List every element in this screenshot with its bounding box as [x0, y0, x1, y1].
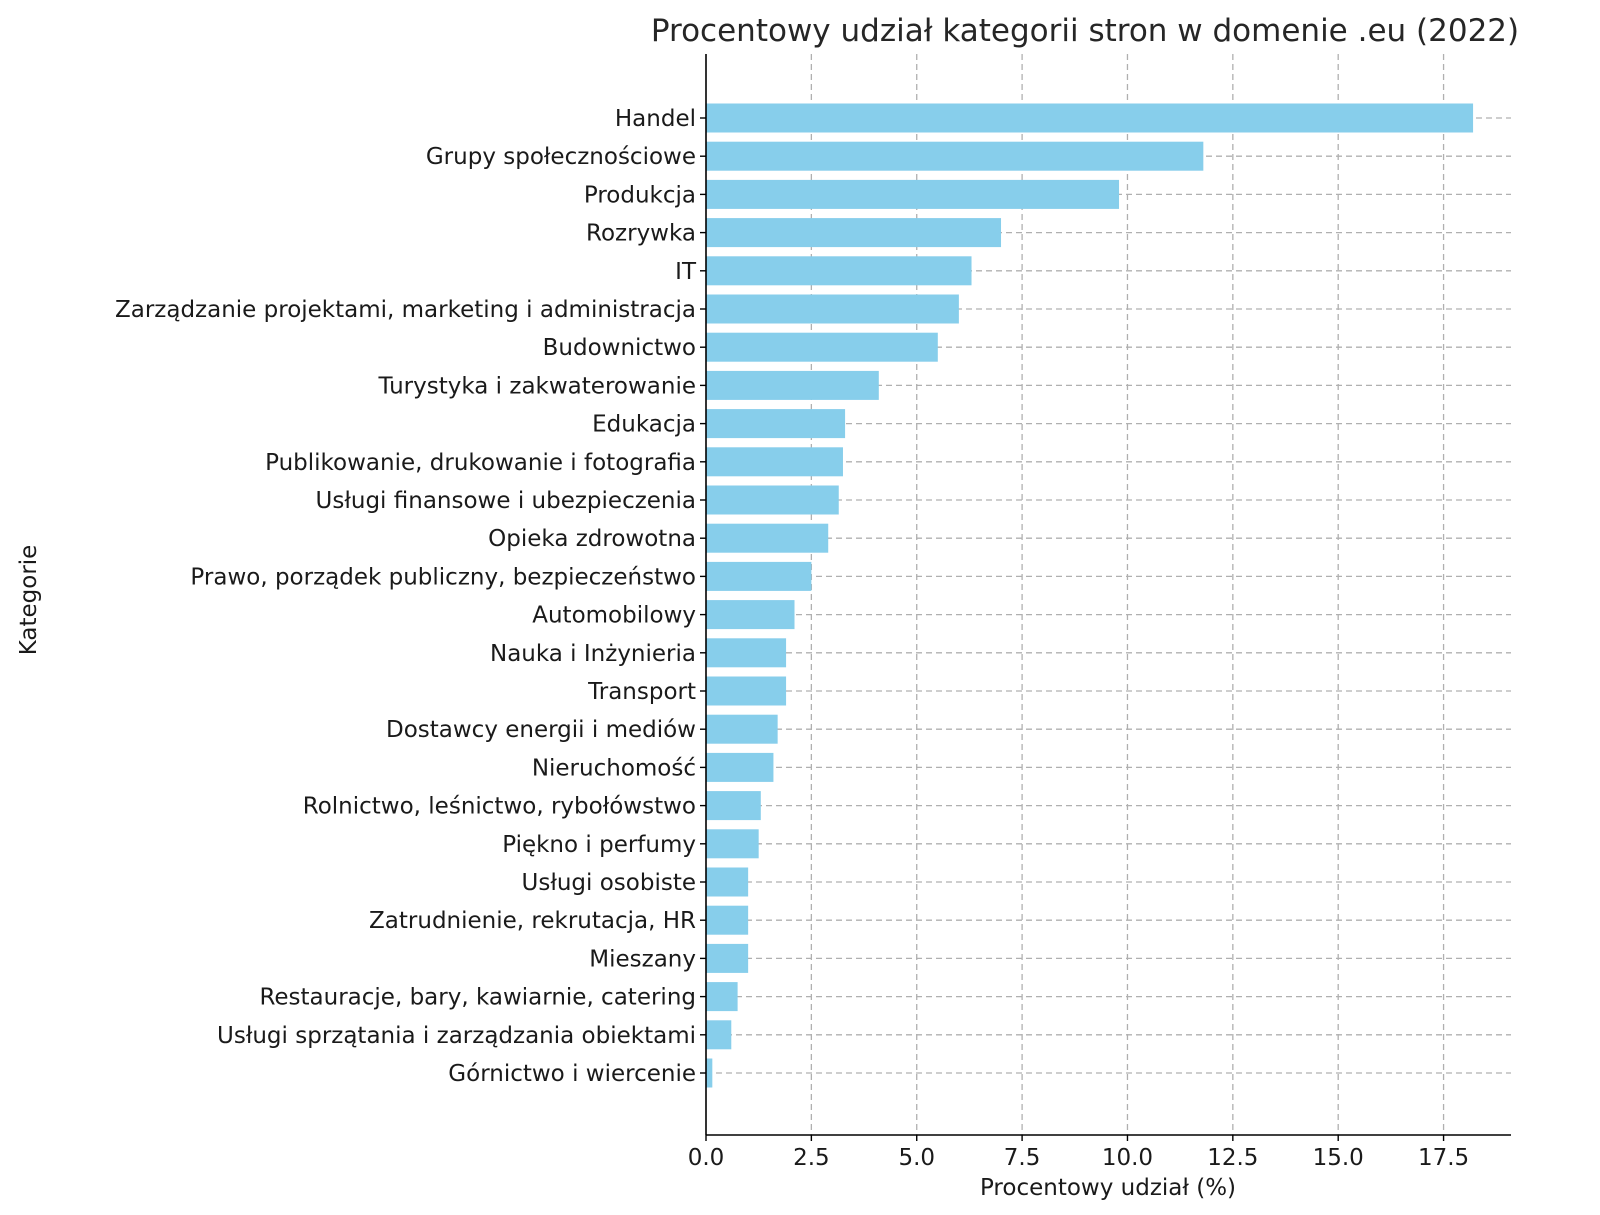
bar [706, 829, 759, 859]
bar [706, 103, 1474, 133]
category-label: Usługi finansowe i ubezpieczenia [316, 488, 696, 514]
category-label: Turystyka i zakwaterowanie [378, 373, 696, 399]
category-label: Rozrywka [586, 221, 696, 247]
category-label: Transport [587, 679, 696, 705]
bar [706, 752, 774, 782]
y-axis-title: Kategorie [16, 545, 42, 656]
x-tick-labels: 0.0 2.5 5.0 7.5 10.0 12.5 15.0 17.5 [688, 1135, 1469, 1171]
bar [706, 867, 749, 897]
x-tick-label: 17.5 [1418, 1145, 1469, 1171]
grid-lines [706, 54, 1511, 1135]
category-label: Usługi osobiste [522, 870, 697, 896]
category-label: Rolnictwo, leśnictwo, rybołówstwo [303, 794, 696, 820]
bar [706, 332, 938, 362]
bar [706, 409, 846, 439]
category-label: Opieka zdrowotna [488, 526, 696, 552]
bar [706, 218, 1002, 248]
bar [706, 561, 812, 591]
category-label: Nauka i Inżynieria [490, 641, 696, 667]
category-label: Budownictwo [543, 335, 696, 361]
category-label: Usługi sprzątania i zarządzania obiektam… [217, 1023, 696, 1049]
x-tick-label: 15.0 [1313, 1145, 1364, 1171]
bar [706, 256, 972, 286]
bar [706, 600, 795, 630]
bars [706, 103, 1474, 1088]
bar [706, 676, 787, 706]
category-label: Nieruchomość [532, 755, 696, 781]
category-label: Górnictwo i wiercenie [448, 1061, 696, 1087]
category-label: Piękno i perfumy [502, 832, 696, 858]
category-label: Edukacja [592, 412, 696, 438]
category-labels: Handel Grupy społecznościowe Produkcja Rozr… [115, 106, 706, 1087]
bar [706, 447, 843, 477]
bar [706, 179, 1120, 209]
category-label: Automobilowy [532, 603, 696, 629]
bar [706, 943, 749, 973]
bar [706, 485, 839, 515]
category-label: Publikowanie, drukowanie i fotografia [265, 450, 696, 476]
bar [706, 1058, 713, 1088]
category-label: Restauracje, bary, kawiarnie, catering [259, 985, 696, 1011]
bar [706, 294, 959, 324]
bar [706, 791, 761, 821]
category-label: Zatrudnienie, rekrutacja, HR [369, 908, 696, 934]
x-axis-title: Procentowy udział (%) [980, 1175, 1236, 1201]
category-label: Handel [615, 106, 696, 132]
category-label: IT [675, 259, 697, 285]
bar [706, 905, 749, 935]
category-label: Zarządzanie projektami, marketing i admi… [115, 297, 696, 323]
category-label: Mieszany [589, 946, 696, 972]
bar [706, 370, 879, 400]
x-tick-label: 0.0 [688, 1145, 725, 1171]
bar [706, 714, 778, 744]
category-label: Dostawcy energii i mediów [386, 717, 696, 743]
bar [706, 141, 1204, 171]
category-label: Grupy społecznościowe [426, 144, 696, 170]
x-tick-label: 2.5 [793, 1145, 830, 1171]
x-tick-label: 5.0 [898, 1145, 935, 1171]
category-label: Produkcja [584, 182, 696, 208]
x-tick-label: 10.0 [1102, 1145, 1153, 1171]
bar [706, 523, 829, 553]
chart-title: Procentowy udział kategorii stron w dome… [651, 13, 1519, 49]
bar [706, 1020, 732, 1050]
bar [706, 982, 738, 1012]
x-tick-label: 7.5 [1004, 1145, 1041, 1171]
x-tick-label: 12.5 [1207, 1145, 1258, 1171]
bar [706, 638, 787, 668]
category-label: Prawo, porządek publiczny, bezpieczeństw… [190, 564, 696, 590]
